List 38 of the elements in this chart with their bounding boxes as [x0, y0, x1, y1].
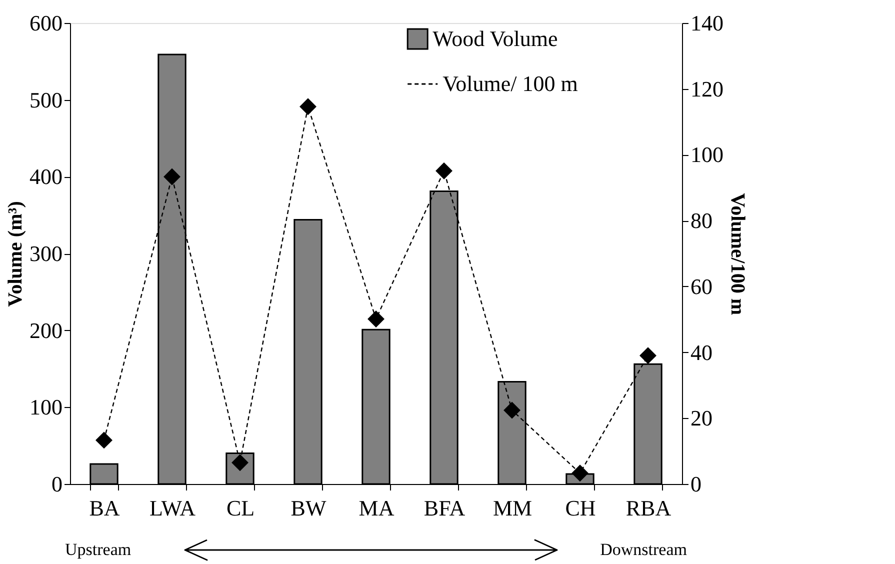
point — [640, 347, 656, 364]
y-tick-label: 600 — [30, 10, 62, 36]
y2-tick-label: 40 — [690, 340, 712, 365]
y2-tick-label: 100 — [690, 142, 724, 168]
text: Upstream — [65, 540, 132, 559]
y2-axis-title: Volume/100 m — [726, 192, 748, 316]
text: Downstream — [600, 540, 687, 559]
y-tick-label: 300 — [30, 241, 62, 266]
x-tick-label: MM — [492, 496, 532, 520]
point — [300, 98, 316, 115]
point — [436, 162, 452, 180]
y-tick-label: 100 — [30, 394, 62, 420]
y2-tick-label: 140 — [690, 10, 724, 36]
point — [368, 310, 384, 328]
x-tick-label: BW — [290, 496, 326, 520]
x-tick-label: BA — [89, 496, 120, 520]
x-tick-label: RBA — [626, 496, 672, 520]
legend-label: Volume/ 100 m — [442, 71, 578, 96]
y-tick-label: 0 — [52, 472, 62, 496]
point — [572, 464, 588, 482]
x-tick-label: MA — [358, 496, 394, 520]
y-tick-label: 500 — [30, 87, 62, 112]
y2-tick-label: 80 — [690, 208, 712, 234]
x-tick-label: CL — [226, 496, 255, 520]
y2-tick-label: 60 — [690, 274, 712, 299]
y2-tick-label: 20 — [690, 406, 712, 431]
point — [504, 402, 520, 418]
x-tick-label: BFA — [424, 496, 466, 520]
legend-label: Wood Volume — [432, 26, 558, 51]
y-axis-title: Volume (m³) — [4, 201, 26, 307]
point — [96, 432, 112, 448]
point — [164, 168, 180, 185]
y2-tick-label: 120 — [690, 76, 724, 102]
y-tick-label: 400 — [30, 164, 62, 190]
y-tick-label: 200 — [30, 318, 62, 343]
y2-tick-label: 0 — [690, 472, 702, 496]
x-tick-label: LWA — [149, 496, 196, 520]
x-tick-label: CH — [565, 496, 596, 520]
